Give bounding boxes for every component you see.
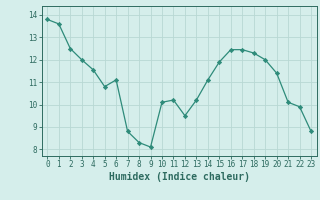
X-axis label: Humidex (Indice chaleur): Humidex (Indice chaleur) [109,172,250,182]
